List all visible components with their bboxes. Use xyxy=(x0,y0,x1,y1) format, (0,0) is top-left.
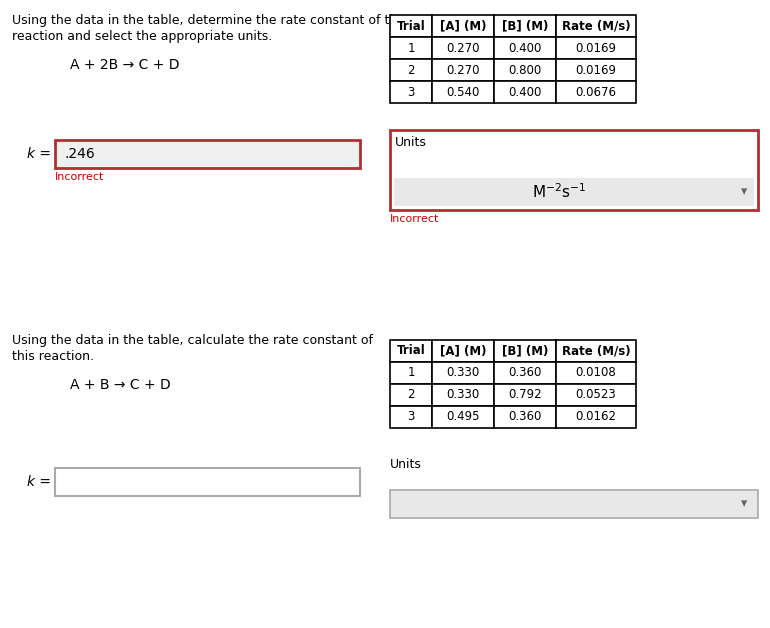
Text: M$^{-2}$s$^{-1}$: M$^{-2}$s$^{-1}$ xyxy=(532,183,586,202)
Bar xyxy=(556,384,636,406)
Text: 3: 3 xyxy=(407,411,415,423)
Bar xyxy=(494,406,556,428)
Text: 0.800: 0.800 xyxy=(508,63,541,77)
Bar xyxy=(556,81,636,103)
Text: 2: 2 xyxy=(407,389,415,401)
Text: A + 2B → C + D: A + 2B → C + D xyxy=(70,58,179,72)
Bar xyxy=(556,406,636,428)
Text: 1: 1 xyxy=(407,367,415,379)
Text: 0.400: 0.400 xyxy=(508,41,541,55)
Text: 0.0523: 0.0523 xyxy=(576,389,616,401)
Text: [A] (M): [A] (M) xyxy=(440,19,486,33)
Text: 1: 1 xyxy=(407,41,415,55)
Bar xyxy=(556,15,636,37)
Bar xyxy=(556,362,636,384)
Text: this reaction.: this reaction. xyxy=(12,350,94,363)
Text: reaction and select the appropriate units.: reaction and select the appropriate unit… xyxy=(12,30,273,43)
Text: 0.0676: 0.0676 xyxy=(575,85,617,99)
Bar xyxy=(55,140,360,168)
Text: [B] (M): [B] (M) xyxy=(502,19,548,33)
Text: 0.360: 0.360 xyxy=(508,411,541,423)
Text: 0.400: 0.400 xyxy=(508,85,541,99)
Text: Using the data in the table, calculate the rate constant of: Using the data in the table, calculate t… xyxy=(12,334,373,347)
Bar xyxy=(494,15,556,37)
Bar xyxy=(432,81,494,103)
Bar xyxy=(494,81,556,103)
Text: Trial: Trial xyxy=(397,345,425,357)
Bar xyxy=(432,340,494,362)
Bar xyxy=(55,468,360,496)
Text: 2: 2 xyxy=(407,63,415,77)
Text: 0.330: 0.330 xyxy=(447,367,480,379)
Text: 0.270: 0.270 xyxy=(447,41,480,55)
Text: Incorrect: Incorrect xyxy=(390,214,440,224)
Text: 0.495: 0.495 xyxy=(447,411,480,423)
Text: 0.330: 0.330 xyxy=(447,389,480,401)
Text: .246: .246 xyxy=(65,147,95,161)
Bar xyxy=(390,340,432,362)
Bar xyxy=(394,178,754,206)
Text: 0.540: 0.540 xyxy=(447,85,480,99)
Text: Using the data in the table, determine the rate constant of the: Using the data in the table, determine t… xyxy=(12,14,405,27)
Text: 3: 3 xyxy=(407,85,415,99)
Text: Units: Units xyxy=(390,458,422,471)
Bar xyxy=(390,406,432,428)
Bar xyxy=(432,406,494,428)
Text: 0.0108: 0.0108 xyxy=(576,367,616,379)
Bar xyxy=(432,384,494,406)
Bar xyxy=(390,130,758,210)
Bar xyxy=(556,37,636,59)
Text: k =: k = xyxy=(27,475,51,489)
Bar xyxy=(432,59,494,81)
Text: Units: Units xyxy=(395,136,427,149)
Bar xyxy=(390,59,432,81)
Text: Trial: Trial xyxy=(397,19,425,33)
Bar xyxy=(494,384,556,406)
Bar xyxy=(390,490,758,518)
Text: 0.792: 0.792 xyxy=(508,389,542,401)
Text: 0.360: 0.360 xyxy=(508,367,541,379)
Bar xyxy=(390,37,432,59)
Text: 0.0169: 0.0169 xyxy=(575,41,617,55)
Bar xyxy=(390,384,432,406)
Text: [A] (M): [A] (M) xyxy=(440,345,486,357)
Text: k =: k = xyxy=(27,147,51,161)
Bar xyxy=(494,59,556,81)
Bar xyxy=(432,362,494,384)
Bar xyxy=(494,37,556,59)
Text: Rate (M/s): Rate (M/s) xyxy=(561,345,631,357)
Bar xyxy=(432,37,494,59)
Text: Rate (M/s): Rate (M/s) xyxy=(561,19,631,33)
Text: 0.0169: 0.0169 xyxy=(575,63,617,77)
Bar xyxy=(494,340,556,362)
Text: [B] (M): [B] (M) xyxy=(502,345,548,357)
Text: Incorrect: Incorrect xyxy=(55,172,105,182)
Bar xyxy=(390,362,432,384)
Text: 0.0162: 0.0162 xyxy=(575,411,617,423)
Text: 0.270: 0.270 xyxy=(447,63,480,77)
Bar xyxy=(390,15,432,37)
Bar xyxy=(432,15,494,37)
Bar xyxy=(556,340,636,362)
Bar xyxy=(494,362,556,384)
Bar xyxy=(556,59,636,81)
Text: A + B → C + D: A + B → C + D xyxy=(70,378,171,392)
Text: ▾: ▾ xyxy=(741,497,747,511)
Bar xyxy=(390,81,432,103)
Text: ▾: ▾ xyxy=(741,185,747,198)
